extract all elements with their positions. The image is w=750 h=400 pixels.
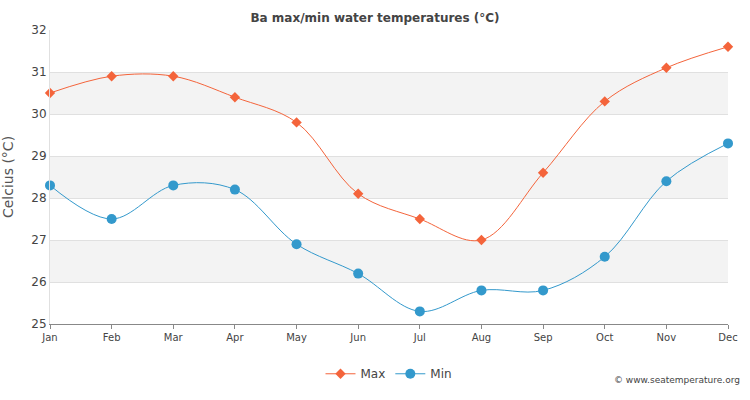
svg-text:Aug: Aug (472, 332, 492, 343)
svg-text:Mar: Mar (164, 332, 184, 343)
svg-text:26: 26 (31, 275, 46, 289)
svg-text:Oct: Oct (596, 332, 613, 343)
svg-text:27: 27 (31, 233, 46, 247)
svg-text:Jun: Jun (349, 332, 366, 343)
svg-text:Ba max/min water temperatures: Ba max/min water temperatures (°C) (250, 11, 499, 25)
svg-text:32: 32 (31, 23, 46, 37)
svg-text:© www.seatemperature.org: © www.seatemperature.org (614, 375, 740, 385)
svg-text:Min: Min (430, 367, 451, 381)
svg-text:Dec: Dec (718, 332, 737, 343)
svg-text:Sep: Sep (534, 332, 553, 343)
svg-text:29: 29 (31, 149, 46, 163)
svg-text:30: 30 (31, 107, 46, 121)
svg-text:Max: Max (361, 367, 386, 381)
svg-text:Celcius (°C): Celcius (°C) (0, 136, 16, 218)
svg-text:28: 28 (31, 191, 46, 205)
svg-text:Jul: Jul (413, 332, 426, 343)
svg-text:Apr: Apr (226, 332, 244, 343)
svg-text:Nov: Nov (657, 332, 677, 343)
svg-text:May: May (286, 332, 307, 343)
svg-text:Jan: Jan (41, 332, 57, 343)
svg-text:31: 31 (31, 65, 46, 79)
svg-text:25: 25 (31, 317, 46, 331)
svg-text:Feb: Feb (103, 332, 121, 343)
